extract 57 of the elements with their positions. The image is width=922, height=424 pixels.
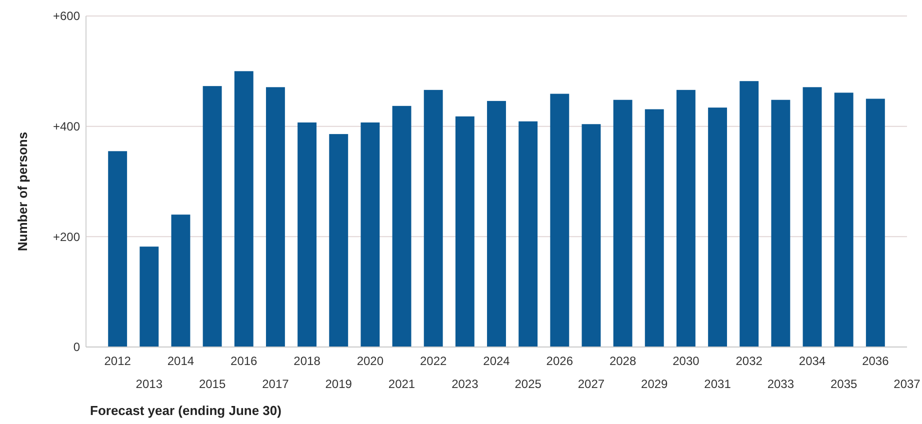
bar xyxy=(202,86,222,347)
x-tick-label: 2034 xyxy=(798,354,826,368)
x-tick-label: 2012 xyxy=(104,354,132,368)
x-tick-label: 2023 xyxy=(452,377,479,391)
x-tick-label: 2018 xyxy=(294,354,321,368)
bar xyxy=(266,87,285,347)
bar xyxy=(234,71,254,347)
x-tick-label: 2035 xyxy=(830,377,858,391)
bar xyxy=(171,214,190,347)
x-tick-label: 2021 xyxy=(388,377,416,391)
x-tick-label: 2031 xyxy=(704,377,732,391)
x-tick-label: 2027 xyxy=(578,377,605,391)
x-tick-label: 2032 xyxy=(736,354,763,368)
x-tick-label: 2014 xyxy=(167,354,194,368)
bar xyxy=(740,81,759,347)
bar xyxy=(771,100,790,347)
bar xyxy=(392,106,412,347)
x-tick-label: 2028 xyxy=(609,354,636,368)
bar xyxy=(834,92,854,347)
bar xyxy=(802,87,822,347)
x-tick-label: 2016 xyxy=(230,354,258,368)
x-tick-label: 2017 xyxy=(262,377,290,391)
bar xyxy=(298,122,317,347)
bar xyxy=(329,134,348,347)
bar xyxy=(613,100,632,347)
x-tick-label: 2033 xyxy=(767,377,794,391)
bar xyxy=(644,109,664,347)
y-tick-label: +600 xyxy=(52,9,80,24)
bar xyxy=(866,98,885,347)
x-tick-label: 2015 xyxy=(198,377,226,391)
x-tick-label: 2025 xyxy=(514,377,542,391)
y-tick-label: +200 xyxy=(52,230,80,244)
bar xyxy=(550,94,570,347)
bar xyxy=(424,90,443,347)
y-tick-label: 0 xyxy=(73,340,80,354)
bar xyxy=(676,90,696,347)
bar xyxy=(708,108,728,347)
x-tick-label: 2024 xyxy=(483,354,510,368)
bar xyxy=(140,246,159,347)
bar xyxy=(108,151,128,347)
bar xyxy=(518,121,538,347)
x-tick-label: 2022 xyxy=(420,354,448,368)
bar xyxy=(487,100,506,347)
x-tick-label: 2026 xyxy=(546,354,574,368)
x-tick-label: 2013 xyxy=(136,377,163,391)
bar xyxy=(582,124,601,347)
x-axis-title: Forecast year (ending June 30) xyxy=(90,403,282,418)
x-tick-label: 2019 xyxy=(325,377,352,391)
x-tick-label: 2030 xyxy=(672,354,700,368)
x-tick-label: 2036 xyxy=(862,354,890,368)
bar xyxy=(455,116,474,347)
bar xyxy=(360,122,380,347)
x-tick-label: 2020 xyxy=(356,354,384,368)
x-tick-label: 2037 xyxy=(894,377,921,391)
x-tick-label: 2029 xyxy=(641,377,668,391)
y-axis-title: Number of persons xyxy=(15,132,30,252)
y-tick-label: +400 xyxy=(52,120,80,134)
